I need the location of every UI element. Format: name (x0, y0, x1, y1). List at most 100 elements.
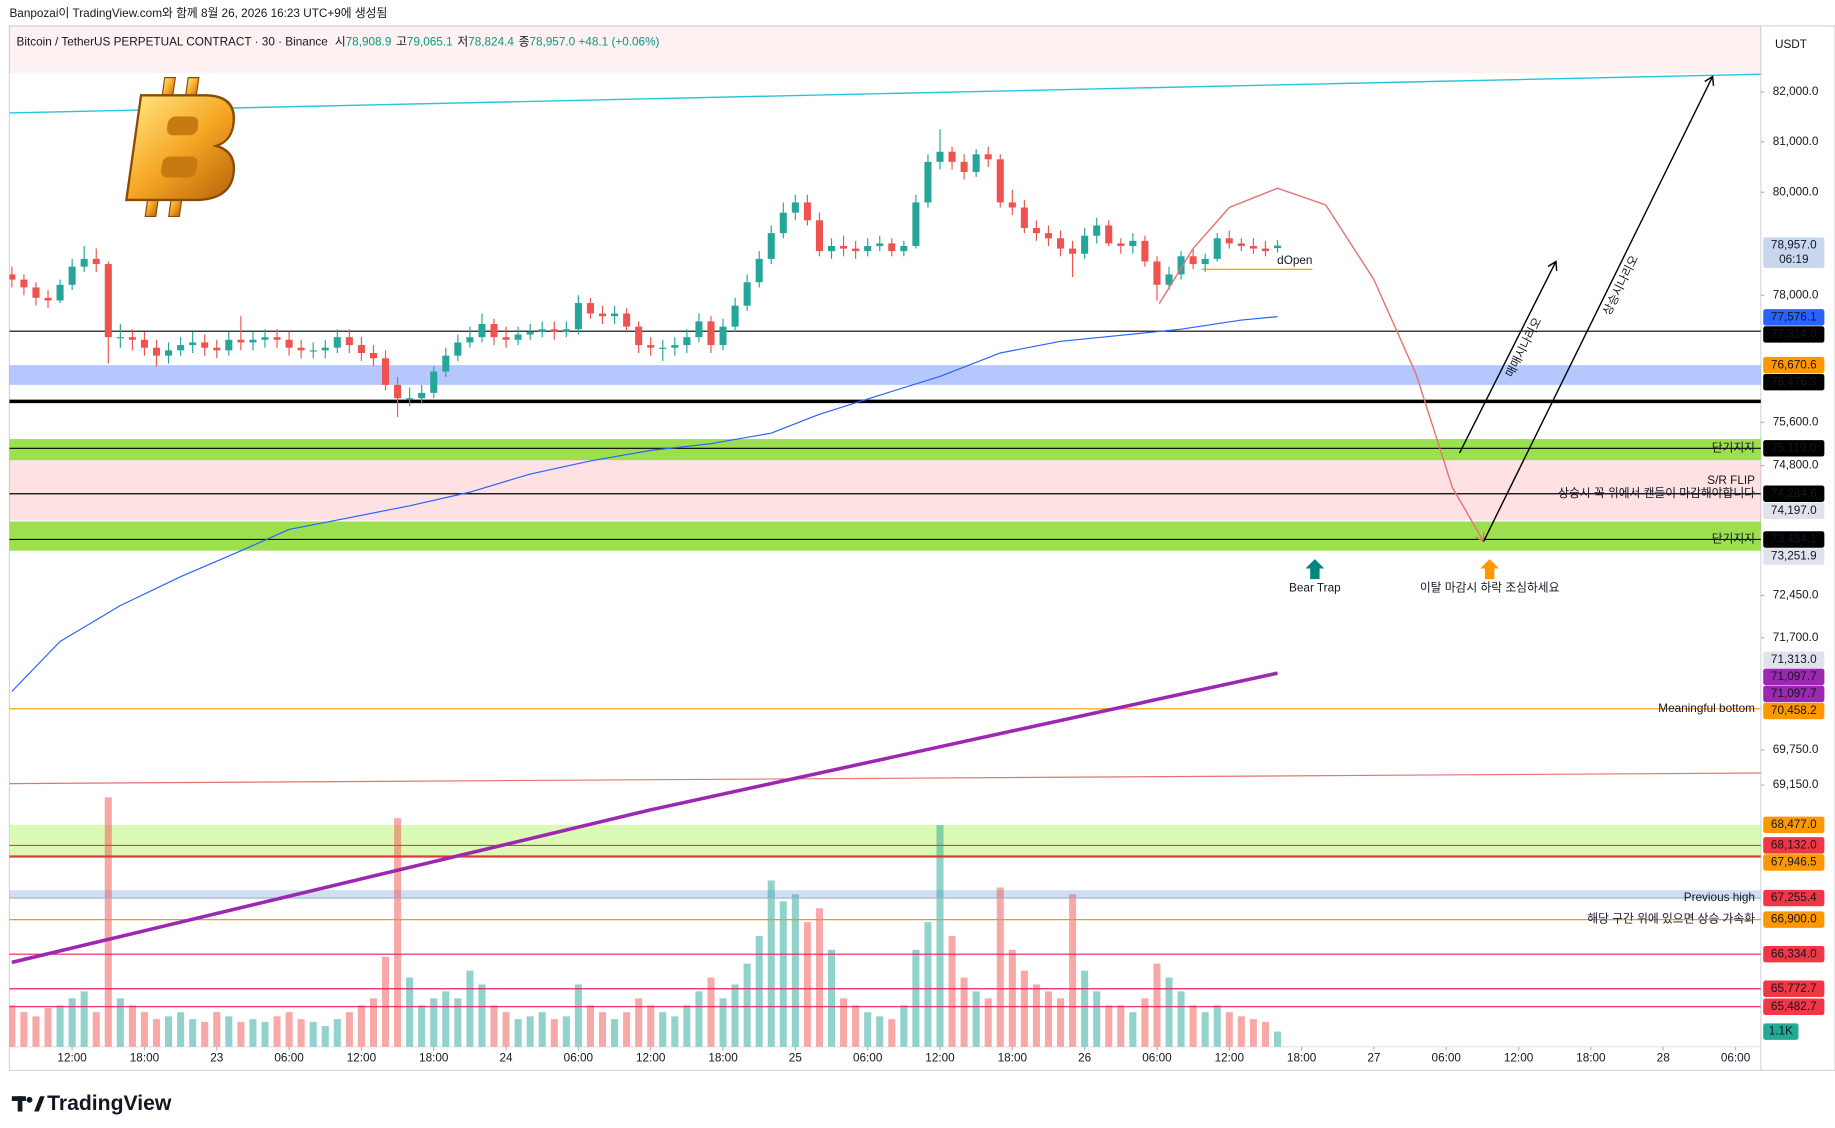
volume-bar (454, 998, 462, 1047)
ohlc-label: 종 (519, 35, 530, 48)
level-label: 단기지지 (1712, 441, 1755, 454)
price-tag-label: 71,313.0 (1771, 653, 1817, 666)
volume-bar (1093, 991, 1101, 1047)
candle-body (659, 347, 667, 349)
candle-body (671, 345, 679, 348)
price-tag (1763, 548, 1825, 565)
candle-body (177, 345, 185, 351)
scenario-arrow (1482, 76, 1714, 542)
volume-bar (948, 935, 956, 1047)
volume-bar (1213, 1005, 1221, 1047)
volume-bar (68, 998, 76, 1047)
candle-body (743, 282, 751, 306)
ohlc-value: 79,065.1 (407, 35, 453, 48)
candle-body (152, 347, 161, 356)
price-tag-label: 73,251.9 (1771, 550, 1817, 563)
candle-body (562, 329, 570, 332)
volume-bar (623, 1012, 631, 1047)
x-tick-label: 12:00 (1215, 1052, 1245, 1065)
volume-bar (743, 963, 751, 1047)
candle-body (430, 371, 438, 393)
candle-body (984, 154, 992, 160)
price-tag-label: 76,476.3 (1771, 375, 1817, 388)
volume-bar (611, 1019, 619, 1047)
x-tick-label: 18:00 (708, 1052, 738, 1065)
zone (9, 25, 1761, 74)
volume-bar (1225, 1012, 1233, 1047)
x-tick-label: 25 (789, 1052, 803, 1065)
candle-body (1069, 248, 1077, 254)
marker-arrow (1305, 559, 1325, 580)
x-tick-label: 23 (210, 1052, 224, 1065)
level-label: 상승시 꼭 위에서 캔들이 마감해야합니다 (1558, 487, 1755, 500)
volume-bar (490, 1005, 498, 1047)
volume-bar (1020, 970, 1028, 1047)
price-tag-label: 67,255.4 (1771, 891, 1817, 904)
volume-bar (731, 984, 739, 1047)
candle-body (791, 202, 799, 213)
volume-bar (418, 1005, 426, 1047)
volume-bar (333, 1019, 341, 1047)
x-tick-label: 06:00 (1142, 1052, 1172, 1065)
candle-body (1020, 207, 1028, 228)
volume-bar (1153, 963, 1161, 1047)
candle-body (526, 331, 534, 335)
candle-body (502, 337, 510, 340)
volume-bar (92, 1012, 100, 1047)
price-tag (1763, 668, 1825, 686)
volume-bar (779, 901, 787, 1047)
candle-body (1249, 245, 1257, 249)
price-tag-label: 74,284.6 (1771, 487, 1817, 500)
candle-body (707, 321, 715, 346)
volume-bar (285, 1012, 293, 1047)
price-tag (1763, 889, 1825, 907)
candle-body (1093, 225, 1101, 236)
candle-body (237, 339, 245, 343)
volume-bar (864, 1012, 872, 1047)
y-tick-label: 74,800.0 (1773, 459, 1819, 472)
trend-line (9, 73, 1761, 114)
price-tag-label: 68,132.0 (1771, 839, 1817, 852)
candle-body (273, 337, 281, 340)
candle-body (876, 243, 884, 246)
candle-body (80, 258, 88, 267)
candle-body (225, 339, 233, 351)
marker-label: 이탈 마감시 하락 조심하세요 (1420, 581, 1560, 595)
ohlc-label: 저 (457, 35, 468, 48)
volume-bar (538, 1012, 546, 1047)
currency: USDT (1775, 38, 1807, 51)
x-tick-label: 28 (1657, 1052, 1671, 1065)
candle-body (1105, 225, 1113, 244)
price-tag-label: 65,772.7 (1771, 982, 1817, 995)
volume-bar (1117, 1005, 1125, 1047)
candle-body (683, 337, 691, 346)
volume-bar (116, 998, 124, 1047)
volume-bar (574, 984, 582, 1047)
brand-logo (11, 1096, 45, 1112)
price-tag (1763, 980, 1825, 997)
candle-body (852, 248, 860, 252)
volume-bar (514, 1019, 522, 1047)
x-tick-label: 06:00 (853, 1052, 883, 1065)
candle-body (297, 347, 305, 351)
volume-bar (502, 1012, 510, 1047)
candle-body (972, 154, 980, 172)
volume-bar (140, 1012, 148, 1047)
price-tag-label: 71,097.7 (1771, 670, 1817, 683)
x-tick-label: 18:00 (1576, 1052, 1606, 1065)
x-tick-label: 18:00 (1287, 1052, 1317, 1065)
candle-body (1008, 202, 1016, 208)
level-label: S/R FLIP (1707, 474, 1755, 487)
x-tick-label: 06:00 (1721, 1052, 1751, 1065)
x-tick-label: 26 (1078, 1052, 1092, 1065)
volume-bar (165, 1016, 173, 1047)
volume-tag (1763, 1023, 1799, 1040)
volume-bar (586, 1005, 594, 1047)
candle-body (611, 313, 619, 317)
candle-body (104, 264, 112, 338)
ohlc-value: 78,824.4 (468, 35, 514, 48)
candle-body (466, 337, 474, 343)
brand: TradingView (47, 1092, 172, 1115)
volume-bar (44, 1008, 52, 1047)
candle-body (550, 329, 558, 332)
